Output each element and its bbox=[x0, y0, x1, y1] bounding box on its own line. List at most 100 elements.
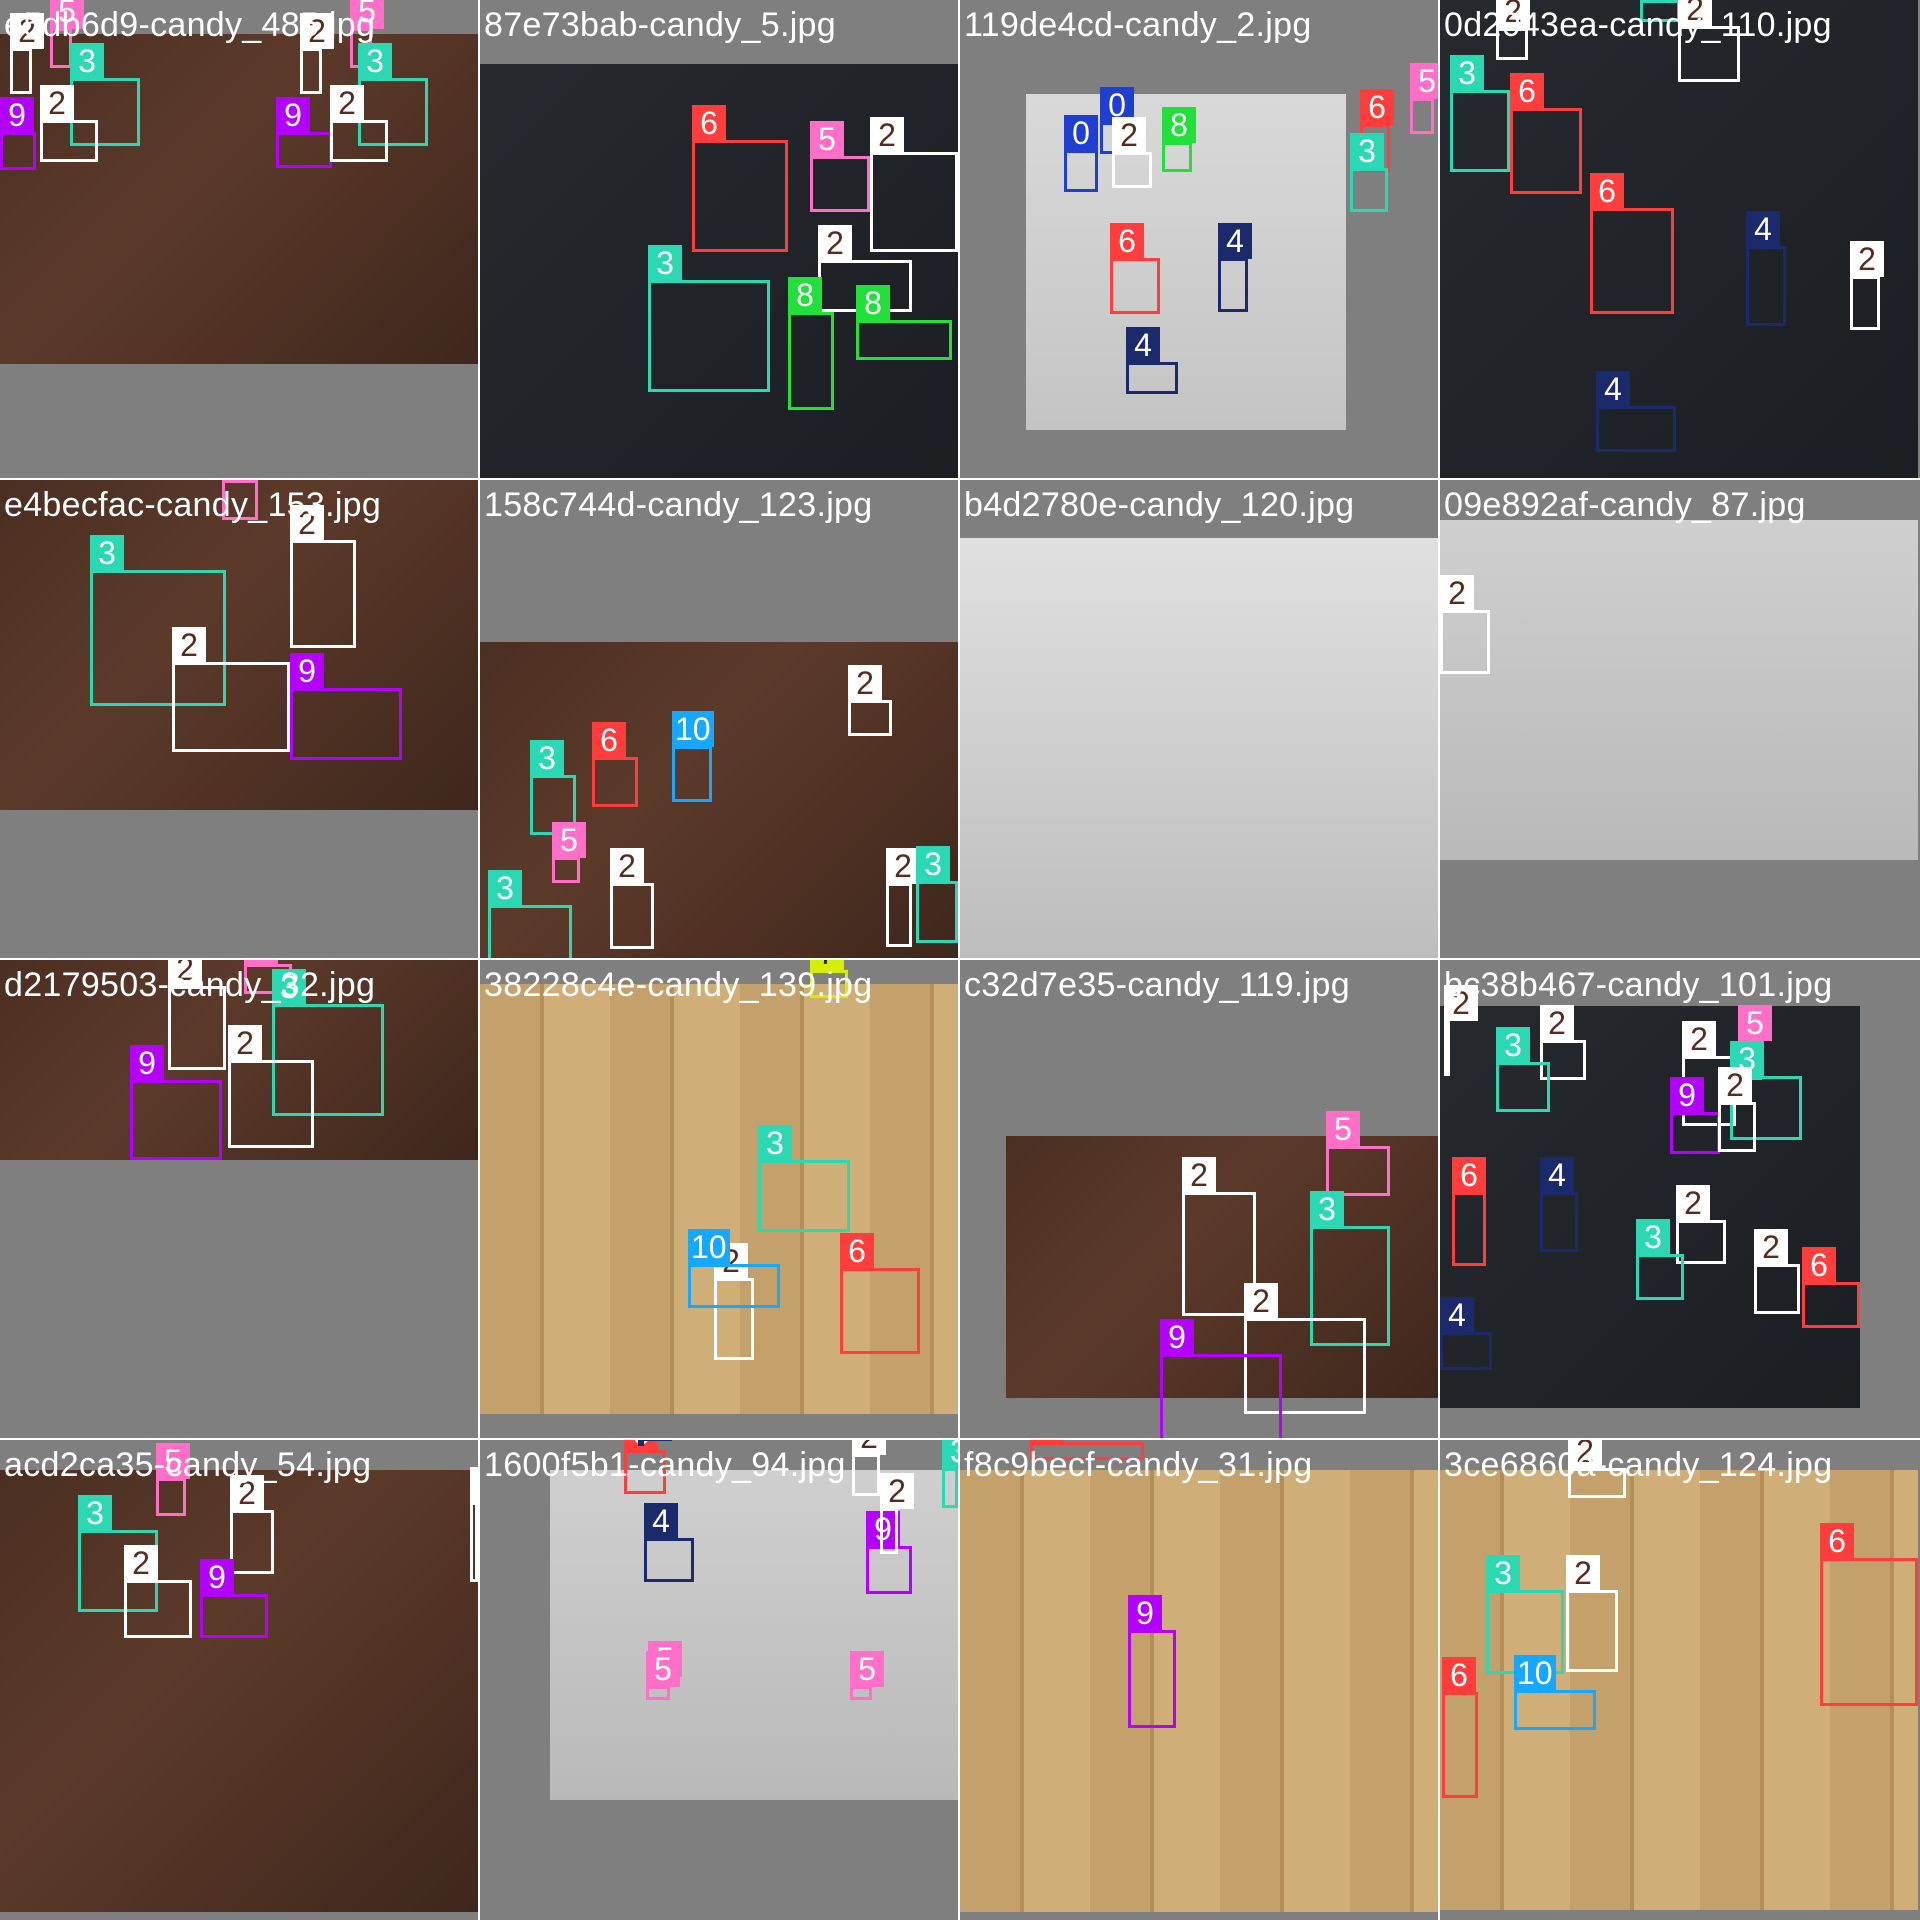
mosaic-tile: 1600f5b1-candy_94.jpg6442539255 bbox=[480, 1440, 958, 1918]
bbox-label: 7 bbox=[810, 960, 844, 971]
bbox-label: 3 bbox=[1730, 1041, 1764, 1077]
tile-filename: f8c9becf-candy_31.jpg bbox=[964, 1446, 1313, 1484]
bbox-label: 3 bbox=[1486, 1555, 1520, 1591]
bbox-label: 4 bbox=[1540, 1157, 1574, 1193]
tile-filename: 87e73bab-candy_5.jpg bbox=[484, 6, 836, 44]
bbox-class-3: 3 bbox=[1636, 1219, 1684, 1300]
bbox-label: 6 bbox=[1360, 89, 1394, 125]
bbox-label: 6 bbox=[1510, 73, 1544, 109]
bbox-class-3: 3 bbox=[916, 846, 958, 943]
bbox-class-2: 2 bbox=[172, 627, 290, 752]
bbox-class-2: 2 bbox=[1718, 1067, 1756, 1152]
bbox-class-4: 4 bbox=[1440, 1297, 1492, 1370]
bbox-label: 3 bbox=[916, 846, 950, 882]
bbox-label: 6 bbox=[1110, 223, 1144, 259]
bbox-label: 6 bbox=[1802, 1247, 1836, 1283]
bbox-class-3: 3 bbox=[1350, 133, 1388, 212]
bbox-class-4: 4 bbox=[1596, 371, 1676, 452]
tile-filename: d2179503-candy_32.jpg bbox=[4, 966, 376, 1004]
bbox-label: 2 bbox=[470, 1467, 478, 1503]
bbox-class-2: 2 bbox=[1678, 0, 1740, 82]
bbox-class-2: 2 bbox=[1440, 575, 1490, 674]
bbox-class-2: 2 bbox=[886, 848, 920, 947]
bbox-class-3: 3 bbox=[942, 1440, 958, 1508]
bbox-class-2: 2 bbox=[124, 1545, 192, 1638]
bbox-label: 5 bbox=[1326, 1111, 1360, 1147]
bbox-class-9: 9 bbox=[130, 1045, 222, 1160]
bbox-label: 8 bbox=[1162, 107, 1196, 143]
bbox-class-2: 2 bbox=[1850, 241, 1884, 330]
bbox-label: 2 bbox=[1566, 1555, 1600, 1591]
bbox-label: 9 bbox=[1160, 1319, 1194, 1355]
bbox-class-2: 2 bbox=[1112, 117, 1152, 188]
bbox-class-7: 7 bbox=[810, 960, 848, 998]
bbox-class-2: 2 bbox=[870, 117, 958, 252]
tile-filename: 0d2043ea-candy_110.jpg bbox=[1444, 6, 1832, 44]
bbox-label: 9 bbox=[1670, 1077, 1704, 1113]
bbox-label: 5 bbox=[244, 960, 278, 965]
bbox-label: 4 bbox=[1218, 223, 1252, 259]
bbox-class-2: 2 bbox=[1444, 985, 1478, 1076]
tile-filename: 1600f5b1-candy_94.jpg bbox=[484, 1446, 846, 1484]
bbox-class-5: 5 bbox=[1326, 1111, 1390, 1196]
bbox-class-5: 5 bbox=[646, 1651, 680, 1700]
bbox-label: 2 bbox=[40, 85, 74, 121]
bbox-label: 9 bbox=[0, 97, 34, 133]
bbox-class-9: 9 bbox=[276, 97, 332, 168]
bbox-label: 4 bbox=[1596, 371, 1630, 407]
bbox-class-10: 10 bbox=[672, 711, 714, 802]
bbox-class-3: 3 bbox=[272, 969, 384, 1116]
bbox-label: 2 bbox=[870, 117, 904, 153]
bbox-label: 2 bbox=[886, 848, 920, 884]
tile-filename: c32d7e35-candy_119.jpg bbox=[964, 966, 1350, 1004]
bbox-class-3: 3 bbox=[1496, 1027, 1550, 1112]
mosaic-tile: f8c9becf-candy_31.jpg 6 9 bbox=[960, 1440, 1438, 1918]
bbox-class-6: 6 bbox=[1442, 1657, 1478, 1798]
bbox-label: 3 bbox=[1496, 1027, 1530, 1063]
bbox-class-3: 3 bbox=[758, 1125, 850, 1232]
bbox-label: 3 bbox=[90, 535, 124, 571]
bbox-label: 5 bbox=[1738, 1005, 1772, 1041]
bbox-class-5: 5 bbox=[552, 822, 586, 883]
bbox-class-2: 2 bbox=[848, 665, 892, 736]
tile-filename: e5db6d9-candy_485.jpg bbox=[4, 6, 376, 44]
bbox-class-3: 3 bbox=[1310, 1191, 1390, 1346]
bbox-class-2: 2 bbox=[1182, 1157, 1256, 1316]
mosaic-tile: 0d2043ea-candy_110.jpg232366442 bbox=[1440, 0, 1918, 478]
bbox-label: 4 bbox=[644, 1503, 678, 1539]
bbox-label: 9 bbox=[200, 1559, 234, 1595]
mosaic-tile: d2179503-candy_32.jpg25329 bbox=[0, 960, 478, 1438]
bbox-class-3: 3 bbox=[648, 245, 770, 392]
bbox-class-3: 3 bbox=[1730, 1041, 1802, 1140]
bbox-class-6: 6 bbox=[692, 105, 788, 252]
bbox-class-2: 2 bbox=[470, 1467, 478, 1582]
tile-filename: bc38b467-candy_101.jpg bbox=[1444, 966, 1833, 1004]
bbox-class-6: 6 bbox=[1030, 1440, 1144, 1460]
bbox-label: 6 bbox=[692, 105, 726, 141]
bbox-label: 2 bbox=[300, 13, 334, 49]
bbox-class-6: 6 bbox=[592, 722, 638, 807]
bbox-label: 5 bbox=[50, 0, 84, 29]
bbox-class-2: 2 bbox=[10, 13, 44, 94]
grid-separator bbox=[958, 0, 960, 1920]
mosaic-tile: e4becfac-candy_153.jpg 5 2 3 2 9 bbox=[0, 480, 478, 958]
grid-separator bbox=[0, 958, 1920, 960]
bbox-class-4: 4 bbox=[638, 1440, 672, 1446]
bbox-label: 5 bbox=[552, 822, 586, 858]
bbox-label: 6 bbox=[840, 1233, 874, 1269]
bbox-class-8: 8 bbox=[788, 277, 834, 410]
bbox-label: 3 bbox=[648, 245, 682, 281]
bbox-class-4: 4 bbox=[1218, 223, 1252, 312]
bbox-class-4: 4 bbox=[1746, 211, 1786, 326]
bbox-label: 0 bbox=[1064, 115, 1098, 151]
bbox-class-3: 3 bbox=[1450, 55, 1510, 172]
bbox-class-4: 4 bbox=[644, 1503, 694, 1582]
mosaic-tile: bc38b467-candy_101.jpg 2 2 3 5 2 3 9 2 6 4 2 3 2 6 4 bbox=[1440, 960, 1918, 1438]
bbox-class-5: 5 bbox=[156, 1443, 190, 1516]
bbox-label: 3 bbox=[530, 740, 564, 776]
bbox-class-2: 2 bbox=[1676, 1185, 1726, 1264]
mosaic-tile: 87e73bab-candy_5.jpg 6 5 2 3 2 8 8 bbox=[480, 0, 958, 478]
bbox-class-2: 2 bbox=[1244, 1283, 1366, 1414]
bbox-label: 2 bbox=[168, 960, 202, 987]
